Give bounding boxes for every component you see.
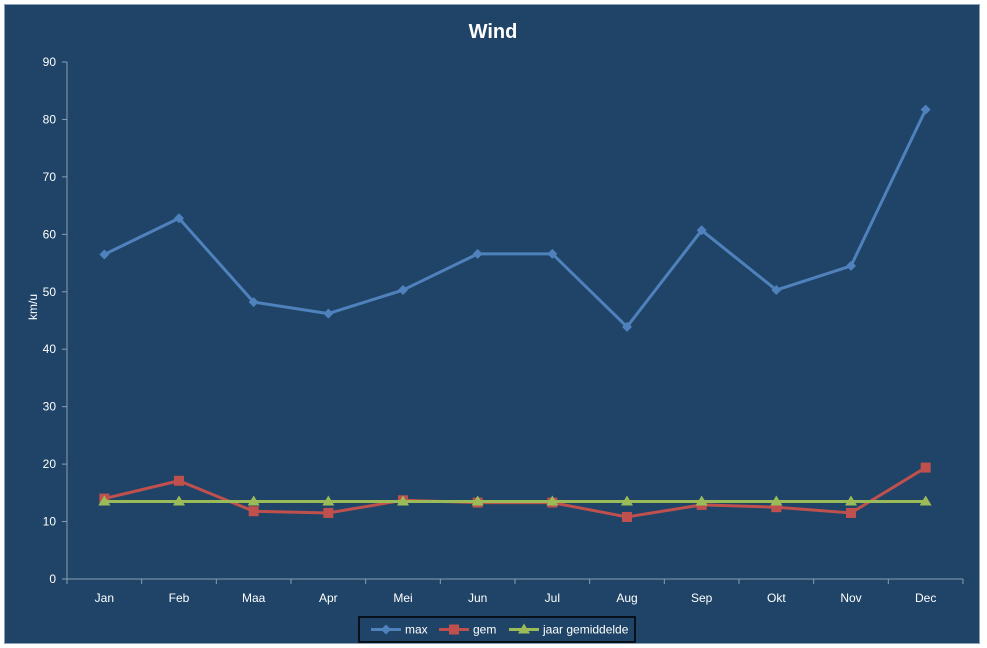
series-line [103,466,927,519]
x-tick-label: Jul [545,591,560,605]
legend-label: jaar gemiddelde [542,623,629,637]
data-point [770,495,783,506]
y-tick-label: 0 [49,572,56,586]
x-tick-label: Sep [691,591,713,605]
y-tick-label: 80 [43,112,57,126]
data-point [247,495,260,506]
data-point [471,495,484,506]
data-point [248,506,259,517]
tick-labels: 0 10 20 30 40 50 60 70 80 90 Jan Feb Maa Apr Mei Jun Jul… [43,55,937,605]
data-point [845,495,857,506]
y-tick-label: 40 [43,342,57,356]
line-chart: Wind km/u 0 10 20 30 40 50 60 70 80 90 Jan Feb Maa Ap… [26,21,964,643]
y-tick-label: 30 [43,400,57,414]
x-tick-label: Dec [915,591,936,605]
data-point [398,285,408,296]
data-point [472,248,483,259]
series-layer [98,104,932,522]
data-point [248,297,259,308]
legend-label: gem [473,623,496,637]
data-point [919,495,932,506]
legend-box [358,616,636,643]
legend-label: max [405,623,428,637]
data-point [621,495,633,506]
data-point [173,495,185,506]
data-point [547,248,558,259]
data-point [99,249,110,260]
data-point [323,308,334,319]
data-point [696,225,707,236]
y-axis-title: km/u [26,294,40,320]
axes [62,61,964,584]
data-point [322,495,335,506]
data-point [98,495,111,506]
data-point [622,321,632,332]
y-tick-label: 20 [43,457,57,471]
data-point [174,213,184,224]
y-tick-label: 70 [43,170,57,184]
series-gem [99,462,931,522]
data-point [546,495,559,506]
data-point [174,475,184,486]
legend: max gem jaar gemiddelde [358,616,636,643]
data-point [920,462,931,473]
legend-swatch-marker [449,624,459,635]
series-line [103,109,928,329]
legend-swatch-marker [518,623,530,634]
x-tick-label: Apr [319,591,338,605]
legend-swatch-marker [381,624,391,635]
x-tick-label: Jun [468,591,487,605]
y-tick-label: 50 [43,285,57,299]
x-tick-label: Maa [242,591,266,605]
y-tick-label: 90 [43,55,57,69]
data-point [771,285,782,296]
x-tick-label: Okt [767,591,786,605]
y-tick-label: 10 [43,515,57,529]
data-point [323,507,334,518]
series-jaar-gemiddelde [98,495,932,506]
x-tick-label: Aug [616,591,637,605]
data-point [920,104,931,115]
data-point [695,495,708,506]
data-point [846,507,856,518]
chart-title: Wind [469,21,518,43]
x-tick-label: Jan [95,591,114,605]
y-tick-label: 60 [43,227,57,241]
data-point [846,260,856,271]
x-tick-label: Mei [393,591,412,605]
chart-area: Wind km/u 0 10 20 30 40 50 60 70 80 90 Jan Feb Maa Ap… [4,4,980,644]
series-max [99,104,931,332]
data-point [397,495,409,506]
x-tick-label: Feb [169,591,190,605]
data-point [771,502,782,513]
x-tick-label: Nov [840,591,861,605]
data-point [622,511,632,522]
